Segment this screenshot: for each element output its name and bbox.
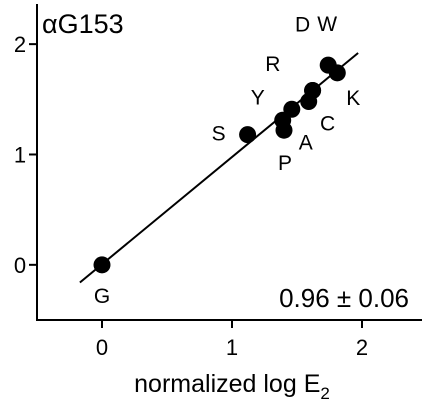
y-tick-label: 0 [14, 253, 26, 278]
panel-title: αG153 [42, 9, 124, 39]
point-label-k: K [346, 87, 360, 110]
x-tick-label: 2 [356, 335, 368, 360]
point-label-y: Y [251, 86, 265, 109]
x-tick-label: 1 [226, 335, 238, 360]
data-point-r [283, 100, 301, 118]
x-axis-title-main: normalized log E [134, 370, 320, 398]
x-axis-title: normalized log E2 [134, 370, 330, 403]
data-point-d [304, 81, 322, 99]
point-label-d: D [295, 13, 310, 36]
point-label-w: W [317, 13, 337, 36]
point-label-r: R [265, 53, 280, 76]
x-axis-title-subscript: 2 [320, 384, 329, 403]
x-tick-label: 0 [96, 335, 108, 360]
data-point-s [239, 126, 257, 144]
point-label-a: A [299, 132, 313, 155]
y-tick-label: 2 [14, 32, 26, 57]
y-tick-label: 1 [14, 142, 26, 167]
point-label-s: S [212, 123, 226, 146]
point-label-g: G [94, 285, 110, 308]
data-point-k [328, 64, 346, 82]
data-point-g [93, 256, 111, 274]
slope-annotation: 0.96 ± 0.06 [279, 283, 409, 313]
point-label-c: C [320, 112, 335, 135]
point-label-p: P [278, 152, 292, 175]
